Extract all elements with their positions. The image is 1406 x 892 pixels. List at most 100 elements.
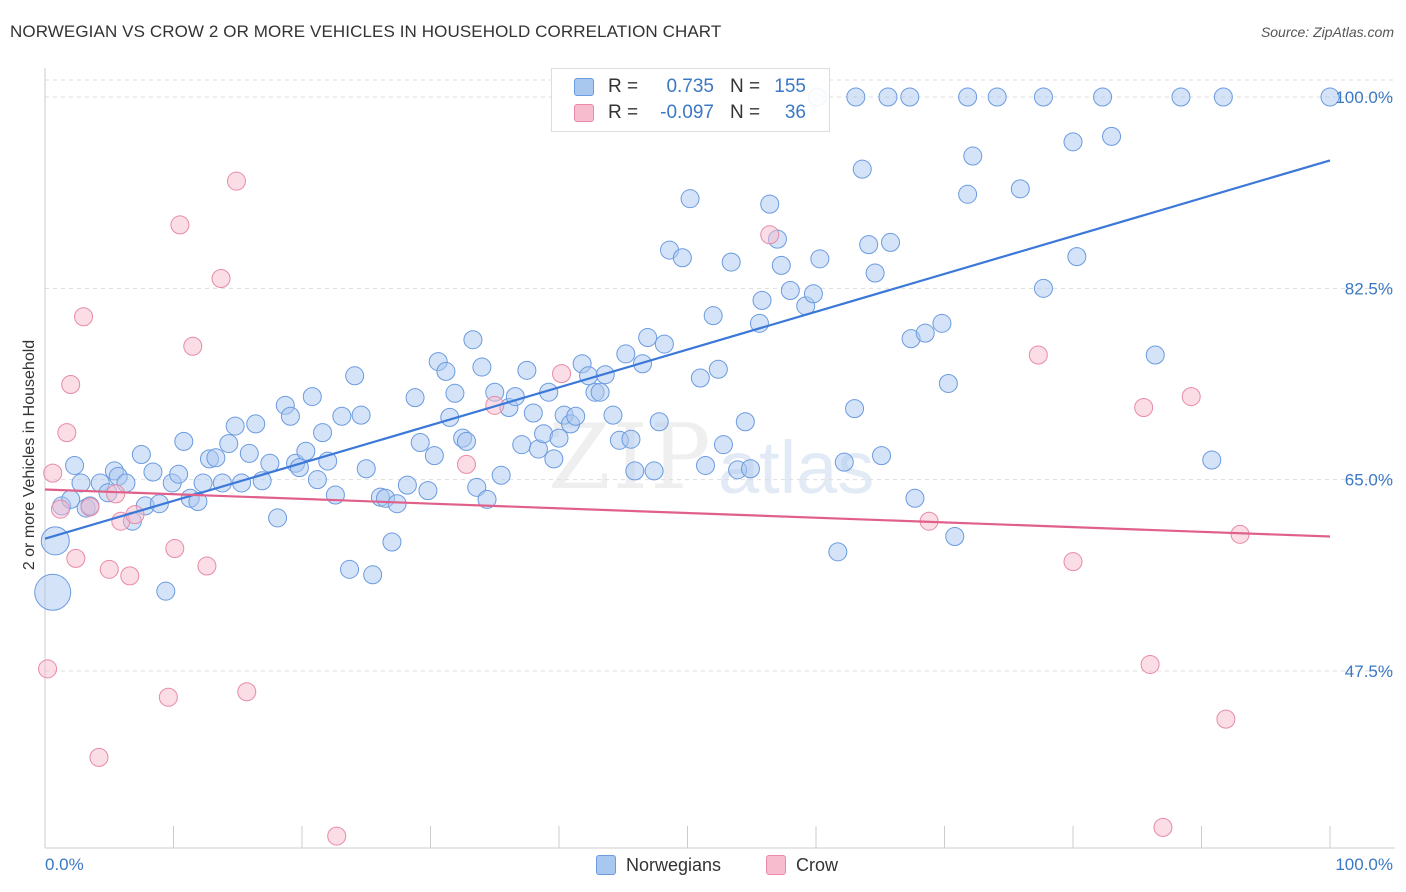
point-norwegians <box>1033 87 1053 107</box>
point-norwegians <box>938 373 958 393</box>
point-norwegians <box>846 87 866 107</box>
point-crow <box>99 559 119 579</box>
point-norwegians <box>169 464 189 484</box>
legend-label-norwegians: Norwegians <box>626 854 722 875</box>
point-crow <box>80 497 100 517</box>
point-crow <box>170 215 190 235</box>
point-norwegians <box>644 461 664 481</box>
point-norwegians <box>340 559 360 579</box>
point-norwegians <box>987 87 1007 107</box>
point-crow <box>165 539 185 559</box>
point-norwegians <box>239 443 259 463</box>
point-norwegians <box>810 249 830 269</box>
point-norwegians <box>313 423 333 443</box>
point-norwegians <box>131 445 151 465</box>
point-norwegians <box>219 434 239 454</box>
point-norwegians <box>397 475 417 495</box>
point-norwegians <box>945 527 965 547</box>
point-norwegians <box>680 189 700 209</box>
point-norwegians <box>345 366 365 386</box>
legend-label-crow: Crow <box>796 854 839 875</box>
legend-n-label: N = <box>730 102 761 123</box>
point-crow <box>1028 345 1048 365</box>
point-crow <box>1140 654 1160 674</box>
point-crow <box>106 484 126 504</box>
legend-r-label: R = <box>608 76 639 97</box>
point-norwegians <box>424 446 444 466</box>
point-norwegians <box>296 441 316 461</box>
x-tick-label: 100.0% <box>1335 855 1393 874</box>
point-norwegians <box>740 459 760 479</box>
chart-title: NORWEGIAN VS CROW 2 OR MORE VEHICLES IN … <box>10 22 722 41</box>
point-norwegians <box>445 383 465 403</box>
point-norwegians <box>625 461 645 481</box>
legend-swatch-crow <box>574 104 594 122</box>
point-norwegians <box>1093 87 1113 107</box>
point-norwegians <box>363 565 383 585</box>
point-norwegians <box>225 416 245 436</box>
point-norwegians <box>958 87 978 107</box>
point-norwegians <box>828 542 848 562</box>
point-crow <box>237 682 257 702</box>
point-norwegians <box>872 446 892 466</box>
point-norwegians <box>332 406 352 426</box>
point-norwegians <box>246 414 266 434</box>
point-norwegians <box>932 313 952 333</box>
point-norwegians <box>188 492 208 512</box>
point-norwegians <box>713 435 733 455</box>
point-norwegians <box>512 435 532 455</box>
legend-r-value: -0.097 <box>660 102 714 123</box>
legend-swatch-crow <box>766 855 786 875</box>
legend-n-label: N = <box>730 76 761 97</box>
legend-swatch-norwegians <box>596 855 616 875</box>
point-norwegians <box>708 359 728 379</box>
point-norwegians <box>382 532 402 552</box>
point-crow <box>89 747 109 767</box>
point-norwegians <box>410 432 430 452</box>
point-crow <box>211 268 231 288</box>
point-norwegians <box>1145 345 1165 365</box>
point-norwegians <box>1213 87 1233 107</box>
legend-row-crow: R = -0.097 N = 36 <box>574 101 806 125</box>
point-norwegians <box>1063 132 1083 152</box>
x-tick-label: 0.0% <box>45 855 84 874</box>
point-crow <box>1063 552 1083 572</box>
series-norwegians <box>34 87 1340 611</box>
legend-swatch-norwegians <box>574 78 594 96</box>
point-crow <box>38 659 58 679</box>
legend-r-value: 0.735 <box>666 76 714 97</box>
point-norwegians <box>280 406 300 426</box>
point-norwegians <box>477 489 497 509</box>
point-crow <box>1216 709 1236 729</box>
point-norwegians <box>695 455 715 475</box>
point-norwegians <box>463 330 483 350</box>
point-crow <box>226 171 246 191</box>
legend-n-value: 155 <box>774 76 806 97</box>
point-norwegians <box>156 581 176 601</box>
y-tick-label: 47.5% <box>1345 662 1393 681</box>
point-norwegians <box>834 452 854 472</box>
point-norwegians <box>436 361 456 381</box>
tick-labels: 47.5% 65.0% 82.5% 100.0% 0.0% 100.0% <box>45 88 1393 874</box>
legend-item-crow[interactable]: Crow <box>766 852 838 878</box>
point-crow <box>327 826 347 846</box>
legend-item-norwegians[interactable]: Norwegians <box>596 852 721 878</box>
point-norwegians <box>491 465 511 485</box>
point-norwegians <box>780 281 800 301</box>
legend-row-norwegians: R = 0.735 N = 155 <box>574 75 806 99</box>
point-norwegians <box>690 368 710 388</box>
legend-n-value: 36 <box>784 102 806 123</box>
point-norwegians <box>1202 450 1222 470</box>
point-crow <box>197 556 217 576</box>
point-norwegians <box>752 290 772 310</box>
point-norwegians <box>456 431 476 451</box>
point-norwegians <box>544 449 564 469</box>
point-norwegians <box>418 481 438 501</box>
point-norwegians <box>387 494 407 514</box>
point-crow <box>183 336 203 356</box>
point-crow <box>74 307 94 327</box>
point-norwegians <box>865 263 885 283</box>
point-norwegians <box>672 248 692 268</box>
point-norwegians <box>638 328 658 348</box>
